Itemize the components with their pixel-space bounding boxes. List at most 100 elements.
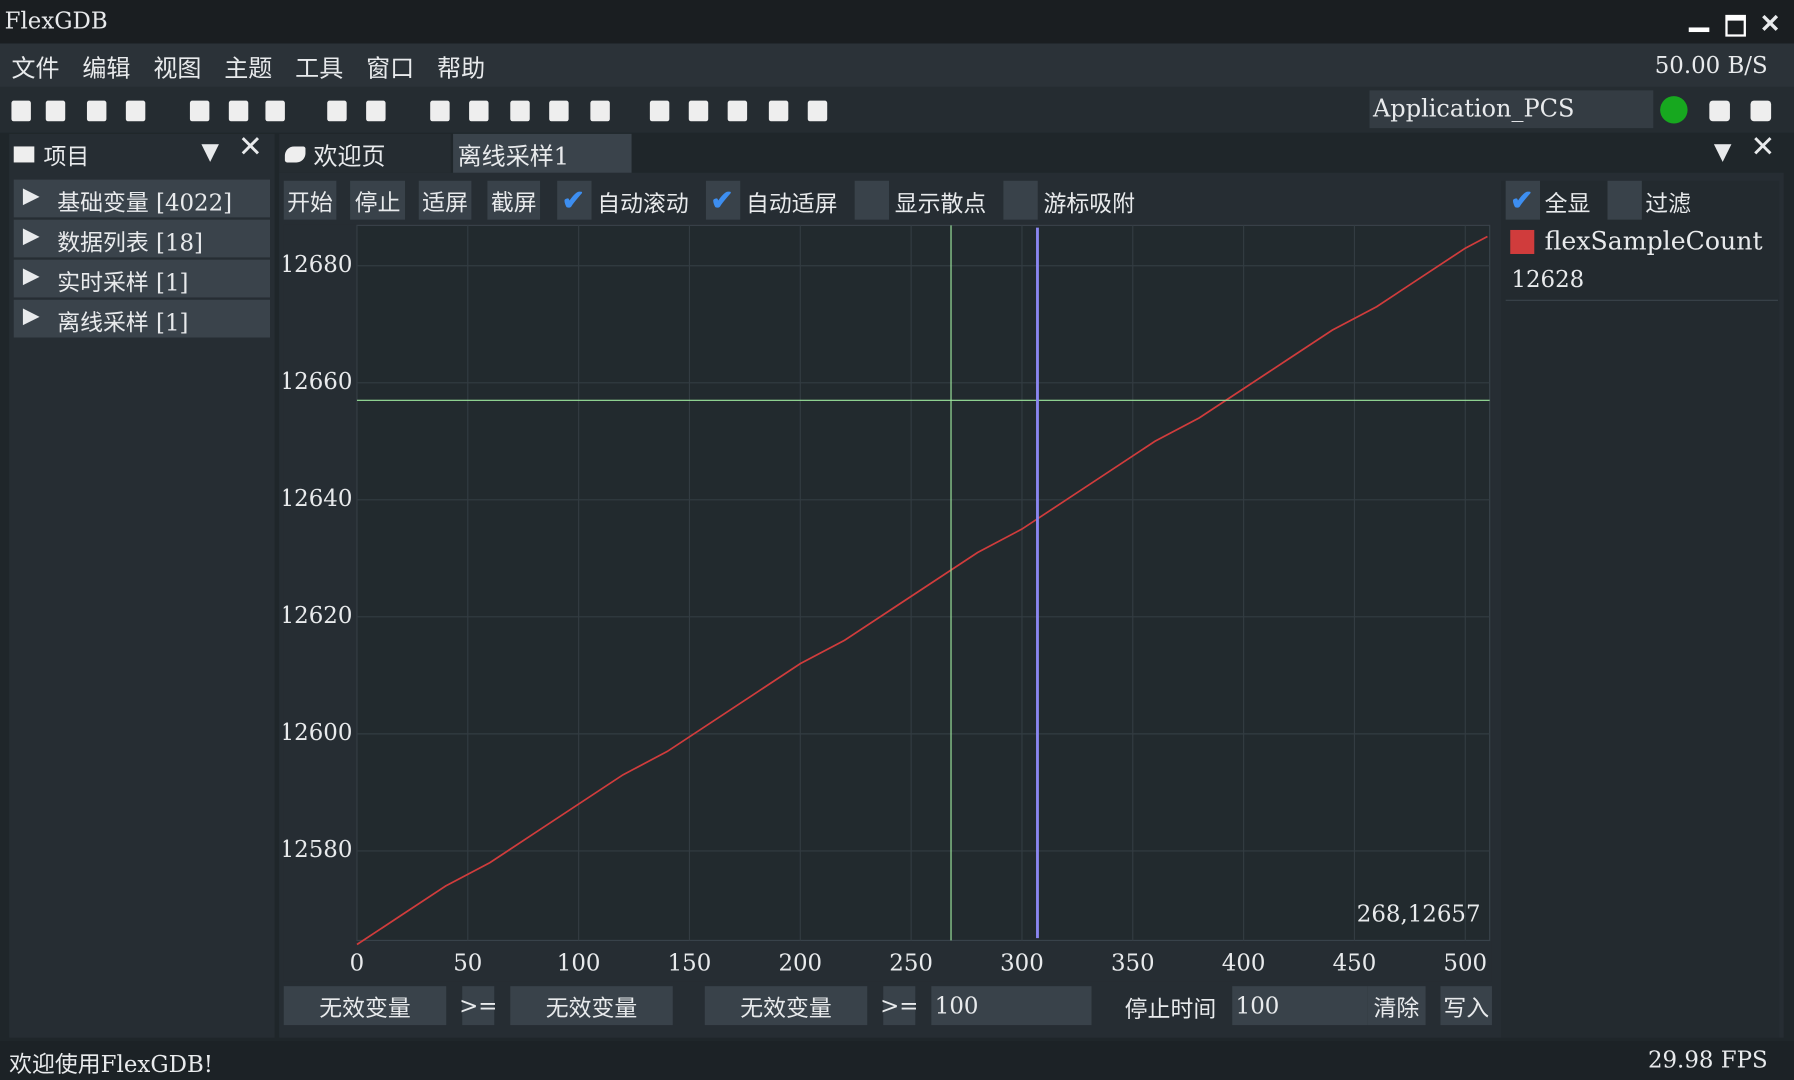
menu-item[interactable]: 编辑 xyxy=(82,54,131,83)
menu-item[interactable]: 工具 xyxy=(295,54,344,83)
maximize[interactable] xyxy=(1725,14,1746,37)
status-light xyxy=(1660,96,1688,124)
minimize[interactable] xyxy=(1688,27,1710,33)
tab-icon xyxy=(284,146,306,163)
panel-close[interactable]: ✕ xyxy=(237,130,263,165)
write[interactable]: 写入 xyxy=(1440,986,1492,1026)
x-tick-label: 50 xyxy=(453,950,482,976)
threshold[interactable]: 100 xyxy=(931,986,1092,1026)
x-tick-label: 300 xyxy=(1000,950,1044,976)
close[interactable]: ✕ xyxy=(1759,9,1781,39)
tool-icon[interactable] xyxy=(1709,100,1730,122)
tool-icon[interactable] xyxy=(590,100,610,122)
op-a[interactable]: >= xyxy=(459,986,497,1026)
control-button[interactable]: 适屏 xyxy=(418,180,472,220)
window-title: FlexGDB xyxy=(4,6,108,35)
y-tick-label: 12660 xyxy=(284,369,353,395)
panel-icon xyxy=(13,146,35,163)
legend-swatch xyxy=(1510,229,1535,254)
stop-label: 停止时间 xyxy=(1124,995,1217,1023)
menu-bar xyxy=(0,43,1794,87)
option-box[interactable] xyxy=(854,180,889,220)
stop-time[interactable]: 100 xyxy=(1232,986,1368,1026)
tool-icon[interactable] xyxy=(510,100,530,122)
panel-title: 项目 xyxy=(43,143,90,171)
tree-row[interactable] xyxy=(13,259,271,298)
control-button[interactable]: 停止 xyxy=(350,180,406,220)
chart: 12580 12600 12620 12640 12660 12680 0 50 100 150 2… xyxy=(283,224,1492,982)
tool-icon[interactable] xyxy=(327,100,347,122)
tool-icon[interactable] xyxy=(807,100,828,122)
target: Application_PCS xyxy=(1372,94,1575,123)
tab[interactable] xyxy=(453,133,632,173)
tool-icon[interactable] xyxy=(768,100,789,122)
y-tick-label: 12600 xyxy=(284,720,353,746)
tool-icon[interactable] xyxy=(45,100,66,122)
legend-value: 12628 xyxy=(1511,265,1585,293)
target-field[interactable] xyxy=(1369,90,1654,129)
legend-option-check: ✔ xyxy=(1510,183,1534,217)
tree-arrow: ▶ xyxy=(22,223,40,249)
op-c[interactable]: >= xyxy=(880,986,918,1026)
panel-menu[interactable]: ▼ xyxy=(201,137,219,165)
legend-option-box[interactable] xyxy=(1505,180,1540,220)
tool-icon[interactable] xyxy=(366,100,386,122)
menu-item[interactable]: 窗口 xyxy=(366,54,415,83)
option-box[interactable] xyxy=(557,180,592,220)
menu-item[interactable]: 文件 xyxy=(11,54,60,83)
x-tick-label: 350 xyxy=(1111,950,1155,976)
tool-icon[interactable] xyxy=(125,100,146,122)
tool-icon[interactable] xyxy=(228,100,249,122)
legend-panel xyxy=(1501,180,1780,1038)
tool-icon[interactable] xyxy=(688,100,709,122)
legend-option-label: 全显 xyxy=(1544,189,1591,218)
tool-icon[interactable] xyxy=(469,100,489,122)
option-label: 显示散点 xyxy=(894,189,987,218)
tool-icon[interactable] xyxy=(430,100,450,122)
var-b[interactable]: 无效变量 xyxy=(510,986,673,1026)
var-a[interactable]: 无效变量 xyxy=(283,986,447,1026)
x-tick-label: 400 xyxy=(1222,950,1266,976)
fps: 29.98 FPS xyxy=(1647,1045,1768,1074)
legend-separator xyxy=(1505,299,1778,301)
y-tick-label: 12580 xyxy=(284,837,353,863)
tool-icon[interactable] xyxy=(727,100,748,122)
tool-icon[interactable] xyxy=(189,100,210,122)
tree-arrow: ▶ xyxy=(22,183,40,209)
y-tick-label: 12620 xyxy=(284,603,353,629)
crosshair-label: 268,12657 xyxy=(1357,901,1481,927)
clear[interactable]: 清除 xyxy=(1367,986,1426,1026)
tab-close[interactable]: ✕ xyxy=(1750,130,1776,165)
tab[interactable] xyxy=(279,133,451,173)
menu-item[interactable]: 帮助 xyxy=(437,54,486,83)
menu-item[interactable]: 视图 xyxy=(153,54,202,83)
tool-icon[interactable] xyxy=(649,100,670,122)
tool-icon[interactable] xyxy=(86,100,107,122)
status-message: 欢迎使用FlexGDB! xyxy=(9,1050,213,1078)
tool-icon[interactable] xyxy=(11,100,31,122)
tree-arrow: ▶ xyxy=(22,303,40,329)
x-tick-label: 100 xyxy=(557,950,601,976)
menu-item[interactable]: 主题 xyxy=(224,54,273,83)
tree-row[interactable] xyxy=(13,179,271,218)
var-c[interactable]: 无效变量 xyxy=(704,986,868,1026)
tool-icon[interactable] xyxy=(265,100,285,122)
tree-arrow: ▶ xyxy=(22,263,40,289)
control-button[interactable]: 截屏 xyxy=(487,180,541,220)
tool-icon[interactable] xyxy=(549,100,569,122)
legend-option-box[interactable] xyxy=(1607,180,1642,220)
status-bar xyxy=(0,1041,1794,1080)
tree-row[interactable] xyxy=(13,219,271,258)
option-box[interactable] xyxy=(1003,180,1038,220)
control-button[interactable]: 开始 xyxy=(283,180,337,220)
y-tick-label: 12680 xyxy=(284,252,353,278)
x-tick-label: 150 xyxy=(668,950,712,976)
y-tick-label: 12640 xyxy=(284,486,353,512)
tool-icon[interactable] xyxy=(1750,100,1772,122)
tree-row[interactable] xyxy=(13,299,271,338)
tab-menu[interactable]: ▼ xyxy=(1713,137,1732,165)
option-box[interactable] xyxy=(705,180,741,220)
legend-option-label: 过滤 xyxy=(1645,189,1692,218)
option-label: 自动滚动 xyxy=(597,189,689,218)
